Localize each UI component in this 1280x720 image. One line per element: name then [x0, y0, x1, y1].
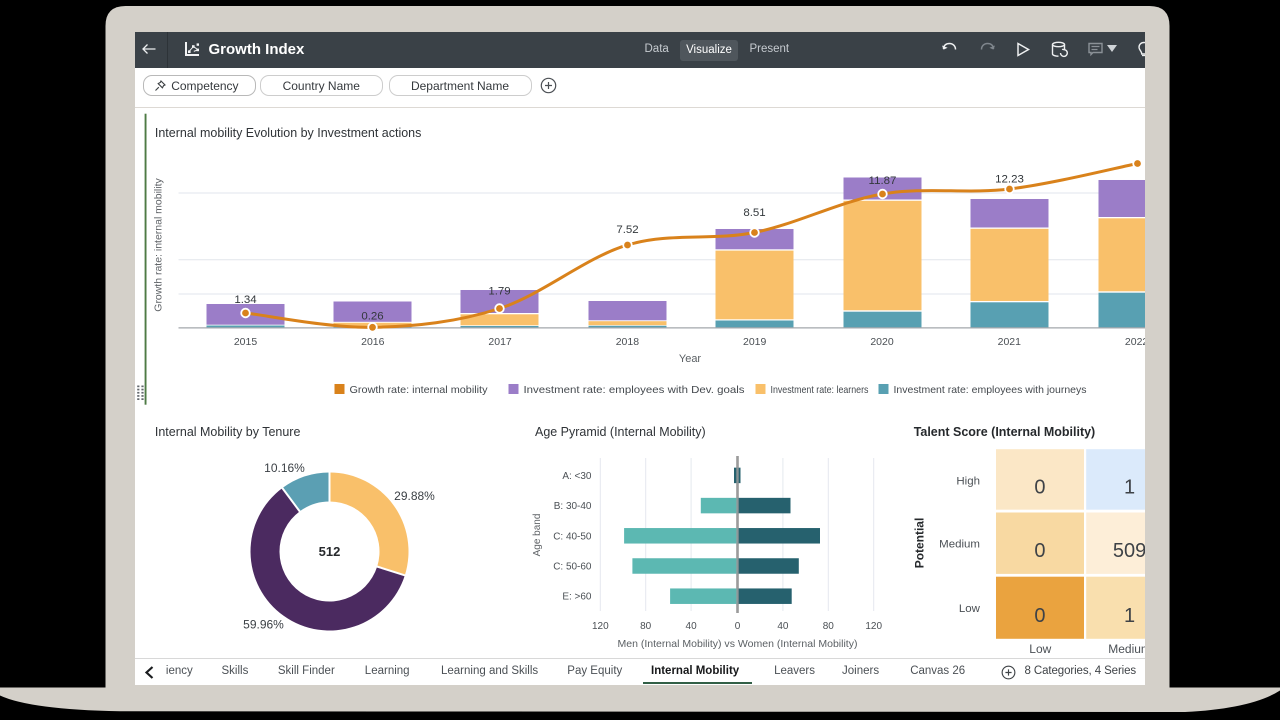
svg-text:59.96%: 59.96%	[243, 617, 284, 631]
svg-text:11.87: 11.87	[868, 175, 896, 187]
svg-text:Year: Year	[678, 353, 701, 365]
svg-text:120: 120	[591, 621, 608, 632]
svg-text:40: 40	[777, 621, 789, 632]
svg-text:Potential: Potential	[912, 518, 926, 569]
svg-text:C: 40-50: C: 40-50	[553, 531, 592, 542]
svg-text:Age band: Age band	[531, 514, 542, 557]
svg-text:0: 0	[1034, 605, 1045, 627]
svg-text:Talent Score (Internal Mobilit: Talent Score (Internal Mobility)	[913, 425, 1095, 439]
svg-text:Men (Internal Mobility) vs Wom: Men (Internal Mobility) vs Women (Intern…	[617, 639, 857, 650]
svg-text:7.52: 7.52	[616, 224, 638, 236]
svg-text:Growth rate: internal mobility: Growth rate: internal mobility	[153, 178, 164, 312]
svg-text:E: >60: E: >60	[562, 592, 592, 603]
svg-text:2015: 2015	[233, 337, 256, 348]
svg-text:80: 80	[822, 621, 834, 632]
svg-text:10.16%: 10.16%	[264, 461, 305, 475]
svg-text:Internal mobility Evolution by: Internal mobility Evolution by Investmen…	[154, 126, 420, 140]
svg-text:0: 0	[734, 621, 740, 632]
svg-text:0: 0	[1034, 540, 1045, 562]
svg-text:B: 30-40: B: 30-40	[553, 501, 591, 512]
svg-text:1: 1	[1124, 605, 1135, 627]
svg-text:2016: 2016	[361, 337, 384, 348]
svg-text:120: 120	[865, 621, 882, 632]
svg-text:0.26: 0.26	[361, 310, 383, 322]
svg-text:1.34: 1.34	[234, 294, 257, 306]
svg-text:High: High	[956, 475, 980, 487]
svg-text:Internal Mobility by Tenure: Internal Mobility by Tenure	[154, 425, 300, 439]
svg-text:Low: Low	[1029, 642, 1051, 656]
svg-text:2022: 2022	[1124, 337, 1145, 348]
svg-text:29.88%: 29.88%	[394, 489, 435, 503]
svg-text:2019: 2019	[743, 337, 766, 348]
svg-text:40: 40	[685, 621, 697, 632]
svg-text:2021: 2021	[997, 337, 1020, 348]
svg-text:80: 80	[640, 621, 652, 632]
svg-text:2017: 2017	[488, 337, 511, 348]
svg-text:Investment rate: learners: Investment rate: learners	[770, 385, 868, 396]
svg-text:2020: 2020	[870, 337, 893, 348]
svg-text:Medium: Medium	[1108, 642, 1145, 656]
svg-text:Investment rate: employees wit: Investment rate: employees with journeys	[893, 385, 1086, 396]
svg-text:12.23: 12.23	[995, 173, 1024, 185]
svg-text:8.51: 8.51	[743, 207, 765, 219]
svg-text:0: 0	[1034, 476, 1045, 498]
svg-text:Medium: Medium	[939, 538, 980, 550]
svg-text:C: 50-60: C: 50-60	[553, 561, 592, 572]
svg-text:Age Pyramid (Internal Mobility: Age Pyramid (Internal Mobility)	[535, 425, 706, 439]
svg-text:1: 1	[1124, 476, 1135, 498]
svg-text:2018: 2018	[615, 337, 638, 348]
svg-text:Low: Low	[958, 603, 980, 615]
svg-text:512: 512	[318, 544, 340, 559]
svg-text:Growth rate: internal mobility: Growth rate: internal mobility	[349, 385, 488, 396]
svg-text:A: <30: A: <30	[562, 471, 592, 482]
svg-text:Investment rate: employees wit: Investment rate: employees with Dev. goa…	[523, 385, 744, 396]
svg-text:509: 509	[1112, 540, 1145, 562]
svg-text:1.79: 1.79	[488, 285, 510, 297]
